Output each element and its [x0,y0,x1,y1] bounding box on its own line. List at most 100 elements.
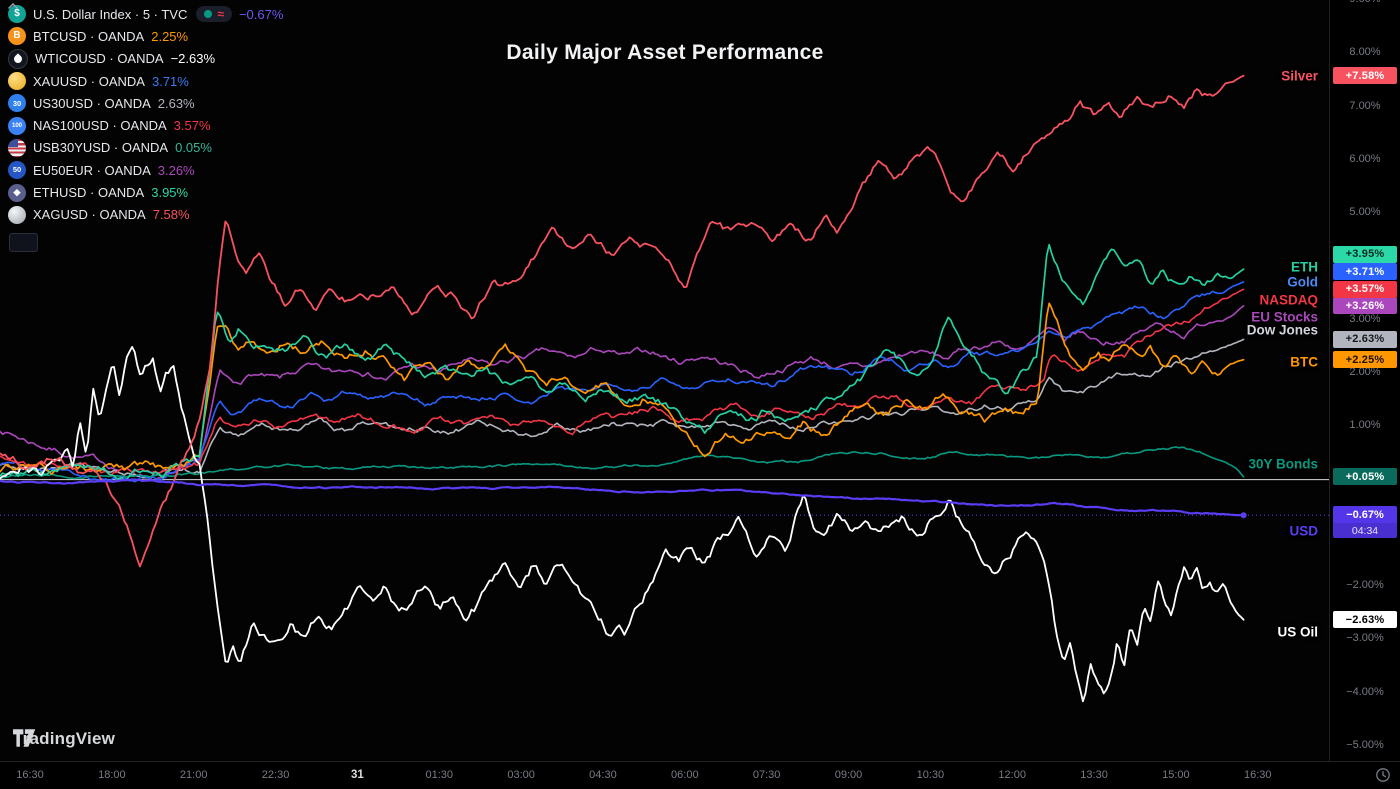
legend-change-value: 0.05% [175,140,212,156]
series-label-eth: ETH [1291,259,1318,275]
legend-symbol-label: USB30YUSD · OANDA [33,140,169,156]
performance-line-chart [0,74,1330,703]
series-line-us-oil [0,346,1245,703]
oil-drop-icon [8,48,28,69]
price-tick-label: 5.00% [1349,206,1381,219]
series-line-gold [0,281,1245,483]
us-flag-icon [8,138,26,157]
price-tick-label: −5.00% [1346,739,1384,751]
series-line-dow-jones [0,338,1245,479]
legend-change-value: −0.67% [238,6,284,22]
status-dot-icon [204,10,213,19]
chart-plot-area[interactable]: EU Stocks Dow Jones Gold NASDAQ 30Y Bonds BTC… [0,0,1330,762]
droplet-glyph [12,53,24,65]
price-tick-label: −4.00% [1346,685,1384,698]
legend-symbol-label: XAUUSD · OANDA [33,73,145,89]
usd-last-value-dot [1240,512,1247,519]
legend-item-usb30yusd[interactable]: USB30YUSD · OANDA 0.05% [8,137,283,159]
legend-item-wticousd[interactable]: WTICOUSD · OANDA −2.63% [8,48,283,70]
legend-item-ethusd[interactable]: ◆ ETHUSD · OANDA 3.95% [8,181,283,203]
legend-item-nas100usd[interactable]: 100 NAS100USD · OANDA 3.57% [8,114,283,136]
price-tick-label: 7.00% [1349,99,1381,112]
price-tick-label: −2.00% [1346,579,1384,592]
series-line-nasdaq [0,288,1245,476]
btc-icon: B [8,27,26,46]
legend-change-value: 7.58% [152,207,190,223]
price-badge-eu-stocks: +3.26% [1333,297,1397,315]
legend-change-value: 3.95% [151,185,189,201]
price-tick-label: 8.00% [1349,46,1381,59]
tradingview-brand-text: TradingView [13,729,116,748]
time-tick-label: 12:00 [998,769,1026,781]
indicator-toggle-pill[interactable]: ≈ [196,6,232,23]
clock-icon [1376,768,1390,782]
legend-change-value: 3.57% [173,118,211,134]
price-badge-dow-jones: +2.63% [1333,330,1397,348]
series-label-gold: Gold [1287,274,1318,290]
last-price-value: −0.67% [1333,506,1397,524]
legend-symbol-label: WTICOUSD · OANDA [35,51,164,67]
price-badge-usd: −0.67% 04:34 [1333,506,1397,539]
us30-icon: 30 [8,94,26,113]
legend-change-value: 3.26% [157,162,195,178]
series-label-usd: USD [1289,523,1318,539]
legend-item-btcusd[interactable]: B BTCUSD · OANDA 2.25% [8,25,283,47]
legend-symbol-label: XAGUSD · OANDA [33,207,146,223]
chevron-up-icon [8,3,18,9]
legend-symbol-label: US30USD · OANDA [33,95,151,111]
time-tick-label: 06:00 [671,769,699,781]
chart-title: Daily Major Asset Performance [506,41,824,64]
time-tick-label: 04:30 [589,769,617,781]
wave-icon: ≈ [217,7,224,22]
series-label-nasdaq: NASDAQ [1259,292,1318,308]
price-tick-label: 9.00% [1330,0,1400,5]
legend-symbol-label: NAS100USD · OANDA [33,118,167,134]
price-axis[interactable]: 9.00% 8.00% 7.00% 6.00% 5.00% 3.00% 2.00% 1.00%… [1329,0,1400,762]
legend-item-eu50eur[interactable]: 50 EU50EUR · OANDA 3.26% [8,159,283,181]
legend-symbol-label: EU50EUR · OANDA [33,162,151,178]
series-label-dow-jones: Dow Jones [1246,322,1318,338]
legend-change-value: 3.71% [151,73,189,89]
time-tick-label: 15:00 [1162,769,1190,781]
time-tick-label: 07:30 [752,769,781,781]
bar-countdown: 04:34 [1333,523,1397,539]
time-tick-label: 18:00 [98,769,126,781]
legend-item-xagusd[interactable]: XAGUSD · OANDA 7.58% [8,204,283,226]
series-label-eu-stocks: EU Stocks [1251,309,1318,325]
legend-symbol-label: BTCUSD · OANDA [33,28,145,44]
price-tick-label: −3.00% [1346,632,1384,645]
gold-coin-icon [8,72,26,91]
timezone-clock-button[interactable] [1375,767,1391,783]
price-badge-gold: +3.71% [1333,263,1397,281]
legend-item-xauusd[interactable]: XAUUSD · OANDA 3.71% [8,70,283,92]
time-tick-label: 09:00 [834,769,863,781]
legend-change-value: 2.63% [157,95,195,111]
time-axis[interactable]: 16:30 18:00 21:00 22:30 31 01:30 03:00 04:30 06:… [0,761,1400,789]
price-badge-nasdaq: +3.57% [1333,280,1397,298]
series-line-eth [0,243,1245,482]
price-tick-label: 2.00% [1349,366,1381,378]
price-tick-label: 6.00% [1349,152,1381,165]
series-line-btc [0,302,1245,475]
price-badge-bonds-30y: +0.05% [1333,468,1397,486]
legend-item-us30usd[interactable]: 30 US30USD · OANDA 2.63% [8,92,283,114]
time-tick-label: 03:00 [507,769,535,781]
tradingview-logomark-icon [13,729,36,747]
series-label-us-oil: US Oil [1277,624,1318,640]
series-label-btc: BTC [1290,354,1318,370]
series-line-eu-stocks [0,305,1245,482]
symbol-legend: $ U.S. Dollar Index · 5 · TVC ≈ −0.67% B BTCU… [8,3,283,252]
series-line-bonds-30y [0,446,1245,480]
time-tick-label: 22:30 [261,769,290,781]
price-badge-us-oil: −2.63% [1333,611,1397,629]
time-tick-label: 16:30 [16,769,44,781]
legend-item-usd-index[interactable]: $ U.S. Dollar Index · 5 · TVC ≈ −0.67% [8,3,283,25]
price-tick-label: 1.00% [1349,419,1381,432]
time-tick-label: 01:30 [425,769,454,781]
legend-change-value: −2.63% [170,51,216,67]
time-tick-label: 10:30 [916,769,945,781]
price-tick-label: 3.00% [1349,312,1381,325]
legend-collapse-button[interactable] [8,3,38,252]
tradingview-logo[interactable]: TradingView [13,729,115,749]
